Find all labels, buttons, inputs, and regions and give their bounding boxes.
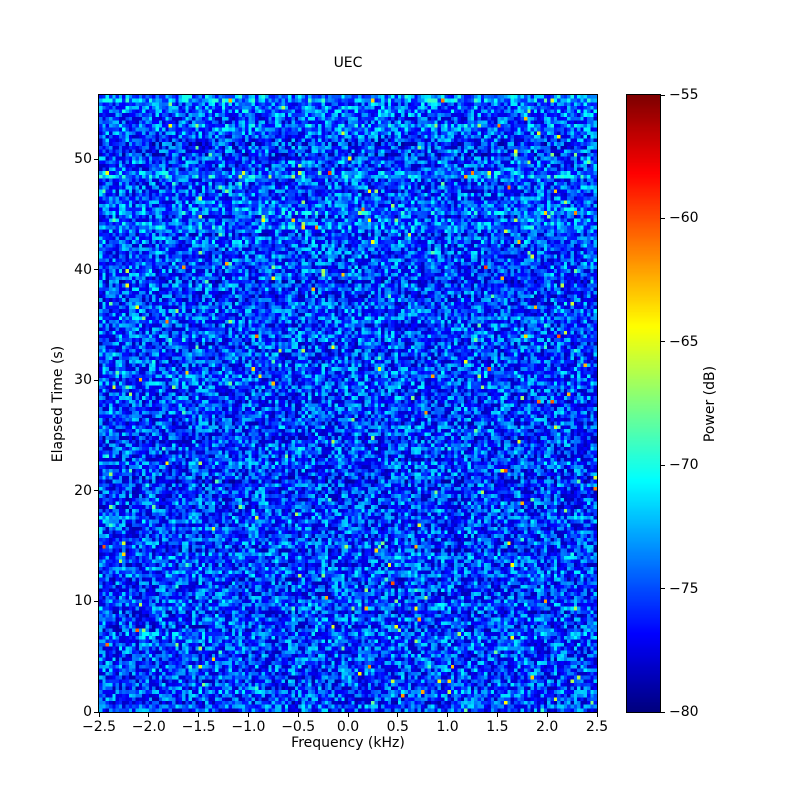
x-tick xyxy=(148,713,150,717)
x-tick xyxy=(447,713,449,717)
x-tick-label: −1.0 xyxy=(231,719,266,735)
colorbar xyxy=(627,95,660,712)
x-tick-label: 1.0 xyxy=(436,719,459,735)
chart-title: UEC xyxy=(333,55,363,72)
colorbar-tick xyxy=(661,588,665,590)
colorbar-tick xyxy=(661,464,665,466)
y-tick-label: 50 xyxy=(74,151,92,168)
colorbar-tick-label: −65 xyxy=(669,333,699,350)
spectrogram-plot xyxy=(99,95,597,712)
x-tick xyxy=(496,713,498,717)
x-tick xyxy=(247,713,249,717)
y-tick-label: 30 xyxy=(74,372,92,389)
colorbar-canvas xyxy=(627,95,660,712)
x-tick-label: −1.5 xyxy=(181,719,216,735)
y-tick xyxy=(94,600,98,602)
x-tick xyxy=(198,713,200,717)
x-tick-label: −0.5 xyxy=(281,719,316,735)
x-tick xyxy=(596,713,598,717)
x-tick xyxy=(98,713,100,717)
x-tick-label: 0.0 xyxy=(336,719,360,735)
y-tick xyxy=(94,269,98,271)
x-tick xyxy=(546,713,548,717)
colorbar-tick xyxy=(661,711,665,713)
y-tick-label: 20 xyxy=(74,482,92,499)
x-tick xyxy=(347,713,349,717)
y-tick xyxy=(94,379,98,381)
x-tick xyxy=(297,713,299,717)
colorbar-tick-label: −70 xyxy=(669,457,699,474)
colorbar-tick xyxy=(661,341,665,343)
x-axis-label: Frequency (kHz) xyxy=(291,735,405,751)
x-tick-label: −2.0 xyxy=(131,719,166,735)
colorbar-tick-label: −75 xyxy=(669,580,699,597)
colorbar-tick xyxy=(661,217,665,219)
x-tick-label: 2.0 xyxy=(536,719,559,735)
x-tick-label: 0.5 xyxy=(386,719,409,735)
x-tick xyxy=(397,713,399,717)
y-tick-label: 0 xyxy=(83,704,92,720)
y-tick-label: 40 xyxy=(74,261,92,278)
y-tick xyxy=(94,158,98,160)
x-tick-label: −2.5 xyxy=(82,719,116,735)
y-tick xyxy=(94,490,98,492)
y-tick xyxy=(94,711,98,713)
x-tick-label: 1.5 xyxy=(486,719,509,735)
colorbar-tick-label: −60 xyxy=(669,210,699,227)
y-axis-label: Elapsed Time (s) xyxy=(50,345,66,463)
colorbar-tick xyxy=(661,94,665,96)
x-tick-label: 2.5 xyxy=(585,719,609,735)
spectrogram-canvas xyxy=(99,95,597,712)
colorbar-tick-label: −80 xyxy=(669,704,699,720)
y-tick-label: 10 xyxy=(74,593,92,610)
colorbar-tick-label: −55 xyxy=(669,87,699,103)
